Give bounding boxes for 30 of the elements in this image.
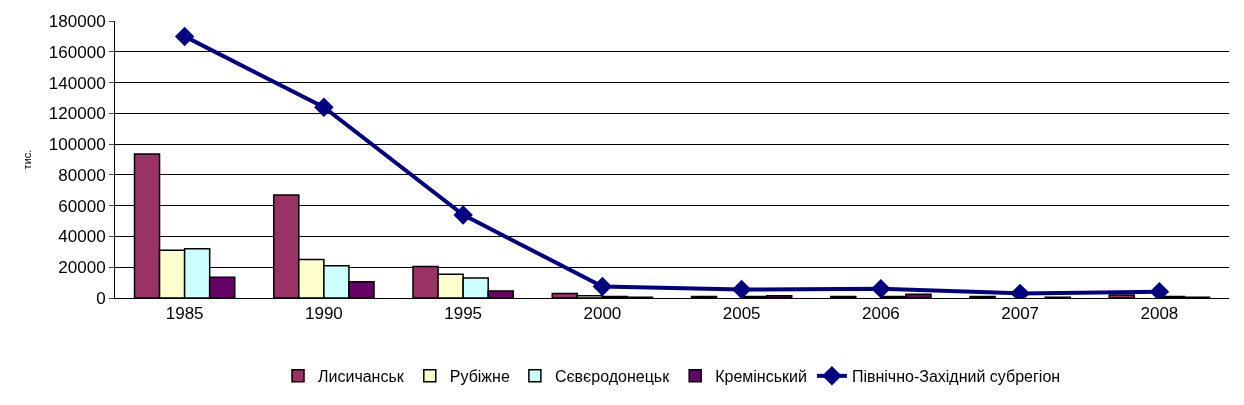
y-tick-label: 180000 [48, 11, 106, 31]
y-tick-label: 140000 [48, 73, 106, 93]
x-tick-label: 1990 [304, 304, 343, 324]
x-tick-label: 1985 [165, 304, 204, 324]
x-tick-label: 2005 [722, 304, 761, 324]
point [314, 97, 334, 117]
point [731, 279, 752, 298]
x-tick-label: 2007 [1001, 304, 1040, 324]
y-tick-label: 160000 [48, 42, 106, 62]
y-tick-label: 40000 [58, 227, 106, 247]
y-tick-label: 0 [96, 288, 106, 308]
legend-label: Лисичанськ [318, 368, 405, 386]
y-tick-label: 20000 [58, 258, 106, 278]
legend-label: Сєвєродонецьк [554, 368, 671, 386]
y-tick-label: 60000 [58, 196, 106, 216]
x-tick-label: 2000 [583, 304, 622, 324]
y-tick-label: 120000 [48, 104, 106, 124]
legend-label: Північно-Західний субрегіон [851, 368, 1061, 386]
point [592, 276, 613, 297]
point [174, 26, 195, 47]
point [871, 279, 891, 298]
x-tick-label: 2006 [861, 304, 900, 324]
y-axis-title: тис. [20, 149, 33, 170]
y-tick-label: 80000 [58, 165, 106, 185]
legend-label: Кремінський [715, 368, 807, 386]
x-tick-label: 1995 [444, 304, 483, 324]
y-tick-label: 100000 [48, 135, 106, 155]
x-tick-label: 2008 [1140, 304, 1179, 324]
legend-label: Рубіжне [449, 368, 510, 386]
point [453, 205, 473, 225]
